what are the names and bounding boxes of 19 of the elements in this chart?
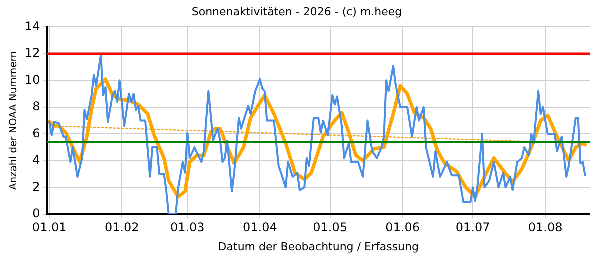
x-tick-label: 01.02: [104, 220, 140, 235]
y-tick-label: 8: [32, 100, 40, 114]
y-tick-label: 4: [32, 153, 40, 168]
x-tick-label: 01.01: [32, 220, 67, 235]
y-tick-label: 10: [24, 72, 40, 87]
y-tick-label: 2: [32, 180, 40, 194]
y-tick-label: 14: [24, 19, 40, 34]
y-axis-title: Anzahl der NOAA Nummern: [8, 51, 20, 190]
y-tick-label: 12: [24, 46, 40, 60]
x-tick-label: 01.05: [313, 220, 348, 235]
x-tick-label: 01.07: [456, 220, 490, 235]
x-tick-label: 01.08: [528, 220, 563, 235]
y-tick-label: 0: [32, 206, 40, 221]
y-tick-label: 6: [32, 126, 40, 140]
x-tick-label: 01.06: [386, 220, 420, 235]
chart-title: Sonnenaktivitäten - 2026 - (c) m.heeg: [192, 5, 402, 18]
x-tick-label: 01.04: [242, 220, 278, 235]
x-axis-title: Datum der Beobachtung / Erfassung: [218, 240, 419, 254]
x-tick-label: 01.03: [170, 220, 205, 235]
